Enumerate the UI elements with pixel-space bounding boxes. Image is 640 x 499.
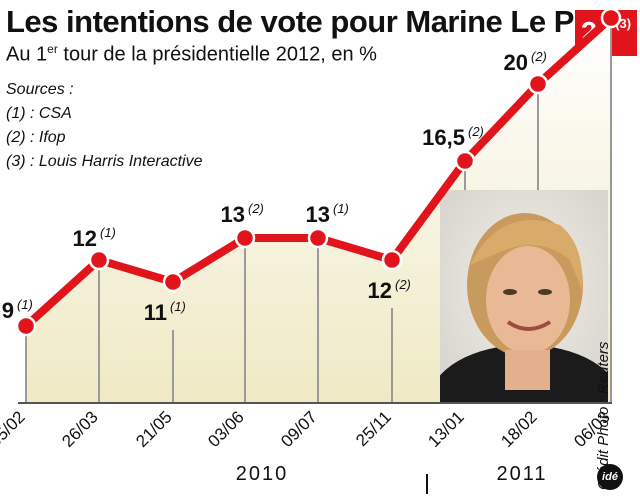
data-point xyxy=(600,7,622,29)
x-tick-label: 25/11 xyxy=(352,407,395,450)
source-ref-label: (1) xyxy=(17,297,33,312)
x-tick-label: 13/01 xyxy=(424,407,468,451)
source-ref-label: (2) xyxy=(531,49,547,64)
data-point xyxy=(162,271,184,293)
source-ref-label: (1) xyxy=(333,201,349,216)
portrait-photo xyxy=(440,190,608,403)
source-ref-label: (2) xyxy=(468,124,484,139)
source-csa: (1) : CSA xyxy=(6,105,72,122)
data-point xyxy=(307,227,329,249)
data-point xyxy=(234,227,256,249)
publisher-logo: idé xyxy=(597,464,623,490)
x-tick-label: 05/02 xyxy=(0,407,29,451)
data-point xyxy=(454,150,476,172)
source-ifop: (2) : Ifop xyxy=(6,129,66,146)
x-tick-label: 09/07 xyxy=(277,407,321,451)
chart-title: Les intentions de vote pour Marine Le Pe… xyxy=(6,4,610,39)
source-ref-label: (1) xyxy=(100,225,116,240)
year-label-2011: 2011 xyxy=(496,463,547,485)
value-label: 12 xyxy=(73,226,97,251)
value-label: 16,5 xyxy=(422,125,465,150)
data-point xyxy=(381,249,403,271)
data-point xyxy=(15,315,37,337)
value-label: 13 xyxy=(221,202,245,227)
source-ref-label: (1) xyxy=(170,299,186,314)
x-tick-label: 26/03 xyxy=(58,407,102,451)
year-label-2010: 2010 xyxy=(236,463,289,485)
sources-list: Sources : (1) : CSA (2) : Ifop (3) : Lou… xyxy=(6,78,203,174)
value-label: 13 xyxy=(306,202,330,227)
data-point xyxy=(527,73,549,95)
value-label: 11 xyxy=(144,300,167,325)
value-label: 9 xyxy=(2,298,14,323)
chart-subtitle: Au 1er tour de la présidentielle 2012, e… xyxy=(6,42,377,66)
source-ref-label: (2) xyxy=(248,201,264,216)
source-louis-harris: (3) : Louis Harris Interactive xyxy=(6,153,203,170)
value-label: 12 xyxy=(368,278,392,303)
data-point xyxy=(88,249,110,271)
sources-heading: Sources : xyxy=(6,81,74,98)
x-tick-label: 21/05 xyxy=(132,407,176,451)
source-ref-label: (2) xyxy=(395,277,411,292)
x-tick-label: 18/02 xyxy=(497,407,541,451)
value-label: 20 xyxy=(504,50,528,75)
x-tick-label: 03/06 xyxy=(204,407,248,451)
